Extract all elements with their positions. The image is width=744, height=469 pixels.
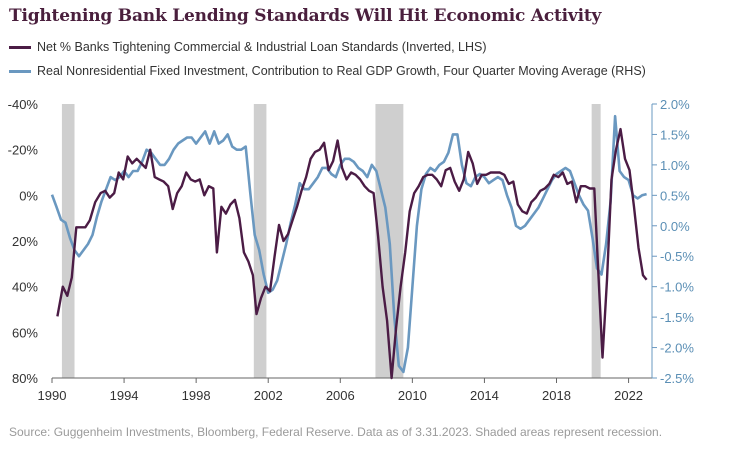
legend-item-lending-standards: Net % Banks Tightening Commercial & Indu… xyxy=(9,40,487,54)
chart-title: Tightening Bank Lending Standards Will H… xyxy=(9,6,602,26)
right-tick-label: -1.0% xyxy=(660,280,694,295)
left-tick-label: 80% xyxy=(12,371,38,386)
left-tick-label: -20% xyxy=(8,143,39,158)
x-tick-label: 1994 xyxy=(110,388,139,403)
right-tick-label: -2.5% xyxy=(660,371,694,386)
right-tick-label: -1.5% xyxy=(660,310,694,325)
right-tick-label: 2.0% xyxy=(660,97,690,112)
series-line-fixed-investment xyxy=(50,114,647,374)
right-tick-label: -0.5% xyxy=(660,249,694,264)
left-tick-label: 0% xyxy=(19,188,38,203)
x-tick-label: 2022 xyxy=(614,388,643,403)
legend-label-lending-standards: Net % Banks Tightening Commercial & Indu… xyxy=(37,40,487,54)
recession-band-0 xyxy=(61,104,75,378)
left-tick-label: -40% xyxy=(8,97,39,112)
legend-swatch-purple xyxy=(9,45,31,49)
legend-label-fixed-investment: Real Nonresidential Fixed Investment, Co… xyxy=(37,64,646,78)
right-tick-label: 1.0% xyxy=(660,158,690,173)
x-tick-label: 1998 xyxy=(182,388,211,403)
left-tick-label: 20% xyxy=(12,234,38,249)
right-tick-label: -2.0% xyxy=(660,341,694,356)
left-tick-label: 40% xyxy=(12,280,38,295)
right-tick-label: 1.5% xyxy=(660,127,690,142)
x-tick-label: 2002 xyxy=(254,388,283,403)
x-tick-label: 2018 xyxy=(542,388,571,403)
left-tick-label: 60% xyxy=(12,325,38,340)
series-line-lending-standards xyxy=(56,127,648,380)
x-tick-label: 2006 xyxy=(326,388,355,403)
source-note: Source: Guggenheim Investments, Bloomber… xyxy=(9,425,663,439)
right-tick-label: 0.5% xyxy=(660,188,690,203)
x-tick-label: 2014 xyxy=(470,388,499,403)
legend-item-fixed-investment: Real Nonresidential Fixed Investment, Co… xyxy=(9,64,646,78)
right-tick-label: 0.0% xyxy=(660,219,690,234)
legend-swatch-blue xyxy=(9,69,31,73)
x-tick-label: 2010 xyxy=(398,388,427,403)
x-tick-label: 1990 xyxy=(38,388,67,403)
